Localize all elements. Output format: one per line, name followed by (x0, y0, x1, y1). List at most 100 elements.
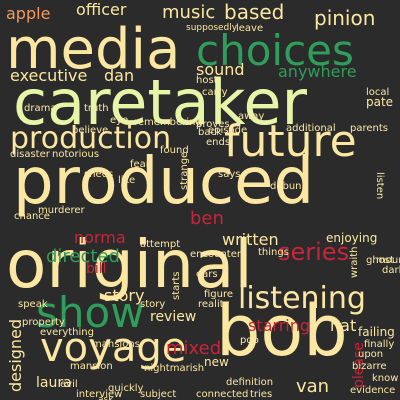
word-bill: bill (86, 261, 107, 277)
word-eye: eye (110, 115, 129, 126)
word-show: show (36, 288, 145, 337)
word-subject: subject (140, 389, 177, 400)
word-carry: carry (202, 87, 228, 98)
word-written: written (222, 230, 279, 249)
word-starring: starring (248, 316, 311, 335)
word-sound: sound (196, 60, 245, 79)
word-mansions: mansions (92, 339, 140, 350)
word-voyage: voyage (40, 325, 187, 371)
word-nightmarish: nightmarish (144, 363, 205, 374)
word-debunk: debunk (270, 181, 308, 192)
word-evidence: evidence (350, 385, 396, 396)
word-connected: connected (196, 389, 249, 400)
word-pop: pop (240, 335, 259, 346)
word-supposedly: supposedly (186, 23, 238, 33)
word-future: future (224, 116, 357, 167)
word-story-small: story (140, 299, 166, 310)
word-wraith: wraith (349, 246, 360, 278)
word-story: story (104, 286, 145, 305)
word-truth: truth (84, 103, 109, 114)
word-officer: officer (76, 0, 127, 19)
word-listen: listen (374, 172, 385, 200)
word-mansion: mansion (70, 361, 113, 372)
word-additional: additional (286, 123, 336, 134)
word-dan: dan (104, 66, 135, 85)
word-executive: executive (10, 66, 88, 85)
word-enjoying: enjoying (326, 231, 378, 245)
word-pinion: pinion (314, 6, 376, 30)
word-know: know (372, 373, 399, 384)
word-new: new (204, 355, 229, 369)
word-pate: pate (366, 95, 394, 109)
word-remembering: remembering (134, 117, 202, 128)
word-everything: everything (40, 327, 94, 338)
word-mount: mount (376, 255, 400, 266)
word-property: property (22, 317, 65, 328)
word-away: away (238, 111, 265, 122)
word-local: local (366, 87, 390, 98)
word-choices: choices (196, 26, 354, 75)
word-designed: designed (6, 318, 25, 392)
word-host: host (196, 75, 218, 86)
word-media: media (6, 17, 181, 82)
word-episode: episode (208, 125, 248, 136)
word-directed: directed (46, 246, 120, 267)
word-leave: leave (236, 23, 264, 34)
word-tries: tries (250, 389, 273, 400)
word-murderer: murderer (38, 205, 85, 216)
word-ben: ben (190, 208, 224, 229)
word-evil: evil (60, 379, 78, 390)
word-drama: drama (24, 103, 57, 114)
word-speak: speak (18, 299, 48, 310)
word-ghost: ghost (366, 255, 394, 266)
word-apple: apple (6, 4, 51, 23)
word-believe: believe (72, 125, 109, 136)
word-definition: definition (226, 377, 274, 388)
word-music: music (162, 2, 216, 23)
word-things: things (258, 247, 289, 258)
word-found: found (160, 145, 189, 156)
word-laura: laura (36, 375, 72, 391)
word-disaster: disaster (10, 149, 50, 160)
word-caretaker: caretaker (13, 66, 307, 139)
word-anywhere: anywhere (278, 62, 357, 81)
word-ask: ask (98, 395, 114, 400)
word-listening: listening (238, 281, 366, 316)
word-starts: starts (171, 271, 182, 300)
word-produced: produced (13, 145, 315, 219)
word-upon: upon (358, 349, 384, 360)
word-strange: strange (179, 151, 190, 190)
word-attempt: attempt (140, 239, 181, 250)
word-ends: ends (206, 137, 231, 148)
word-bob: bob (216, 290, 348, 372)
word-chance: chance (14, 211, 50, 222)
word-finally: finally (364, 339, 395, 350)
word-notorious: notorious (52, 149, 100, 160)
word-bizarre: bizarre (352, 361, 387, 372)
word-says: says (218, 169, 241, 180)
word-proves: proves (196, 119, 230, 130)
word-original: original (6, 226, 253, 303)
word-norma: norma (74, 228, 126, 247)
word-like: like (118, 175, 136, 186)
word-interview: interview (76, 389, 123, 400)
word-series: series (278, 238, 350, 266)
word-figure: figure (204, 289, 234, 300)
word-based: based (224, 0, 285, 24)
word-van: van (296, 376, 330, 397)
word-sheds: sheds (84, 169, 114, 180)
word-mixed: mixed (166, 338, 222, 359)
word-ears: ears (196, 269, 218, 280)
word-dark: dark (382, 265, 400, 276)
word-failing: failing (358, 325, 395, 339)
word-fear: fear (130, 159, 150, 170)
word-production: production (10, 121, 172, 156)
word-encounter: encounter (190, 249, 241, 260)
word-nat: nat (330, 316, 357, 335)
word-back: back (198, 127, 222, 138)
word-review: review (150, 309, 197, 325)
word-parents: parents (350, 123, 388, 134)
word-quickly: quickly (108, 383, 144, 394)
word-reality: reality (198, 299, 230, 310)
